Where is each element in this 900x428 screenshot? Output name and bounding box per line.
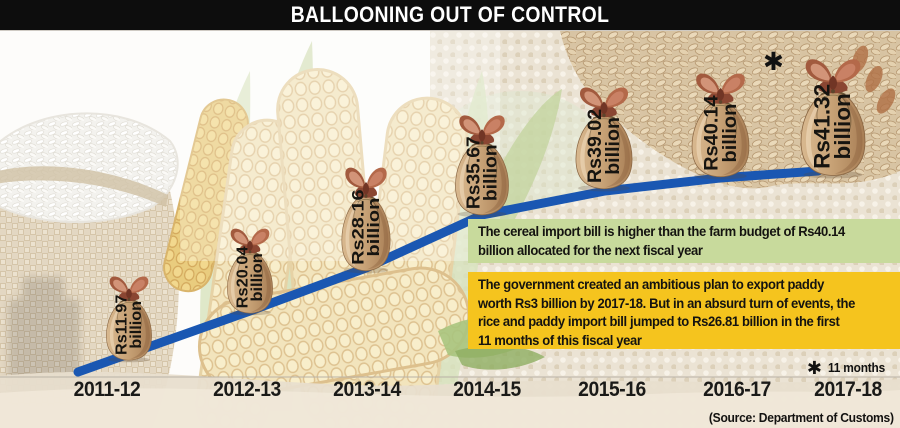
- year-label-2013-14: 2013-14: [333, 378, 401, 401]
- bag-unit-label: billion: [364, 198, 383, 257]
- note-yellow-line-2: worth Rs3 billion by 2017-18. But in an …: [478, 294, 855, 311]
- footnote-asterisk-icon: ✱: [763, 48, 784, 76]
- footnote: ✱ 11 months: [807, 359, 888, 377]
- bag-value-label: Rs41.32: [810, 84, 835, 169]
- year-label-2014-15: 2014-15: [453, 378, 521, 401]
- bag-value-label: Rs39.02: [584, 109, 606, 183]
- year-label-2012-13: 2012-13: [213, 378, 281, 401]
- note-green: The cereal import bill is higher than th…: [468, 219, 900, 263]
- bag-unit-label: billion: [128, 301, 145, 349]
- title-bar: BALLOONING OUT OF CONTROL: [0, 0, 900, 31]
- page-title: BALLOONING OUT OF CONTROL: [290, 2, 610, 27]
- source-text: (Source: Department of Customs): [709, 410, 894, 425]
- bottom-band: [0, 371, 900, 428]
- bag-unit-label: billion: [602, 117, 624, 175]
- note-green-line-2: billion allocated for the next fiscal ye…: [478, 241, 703, 258]
- year-label-2015-16: 2015-16: [578, 378, 646, 401]
- footnote-asterisk-icon: ✱: [806, 358, 822, 378]
- money-bag-2013-14: Rs28.16 billion: [341, 166, 391, 275]
- bag-value-label: Rs40.14: [701, 95, 723, 170]
- year-label-2017-18: 2017-18: [814, 378, 882, 401]
- note-yellow-line-3: rice and paddy import bill jumped to Rs2…: [478, 313, 840, 329]
- bag-unit-label: billion: [830, 93, 855, 159]
- money-bag-2017-18: Rs41.32 billion: [800, 58, 866, 180]
- money-bag-2011-12: Rs11.97 billion: [105, 275, 153, 363]
- money-bag-2016-17: Rs40.14 billion: [691, 72, 750, 181]
- bag-unit-label: billion: [248, 253, 266, 301]
- note-yellow-line-4: 11 months of this fiscal year: [478, 331, 642, 348]
- money-bag-2014-15: Rs35.67 billion: [454, 114, 510, 219]
- year-label-2016-17: 2016-17: [703, 378, 771, 401]
- year-label-2011-12: 2011-12: [73, 378, 141, 401]
- money-bag-2015-16: Rs39.02 billion: [575, 86, 633, 193]
- money-bag-2012-13: Rs20.04 billion: [226, 227, 274, 316]
- bag-unit-label: billion: [719, 104, 741, 163]
- note-yellow-line-1: The government created an ambitious plan…: [478, 276, 824, 292]
- footnote-text: 11 months: [827, 361, 885, 375]
- bag-unit-label: billion: [480, 144, 500, 201]
- note-green-line-1: The cereal import bill is higher than th…: [478, 223, 845, 239]
- note-yellow: The government created an ambitious plan…: [468, 272, 900, 349]
